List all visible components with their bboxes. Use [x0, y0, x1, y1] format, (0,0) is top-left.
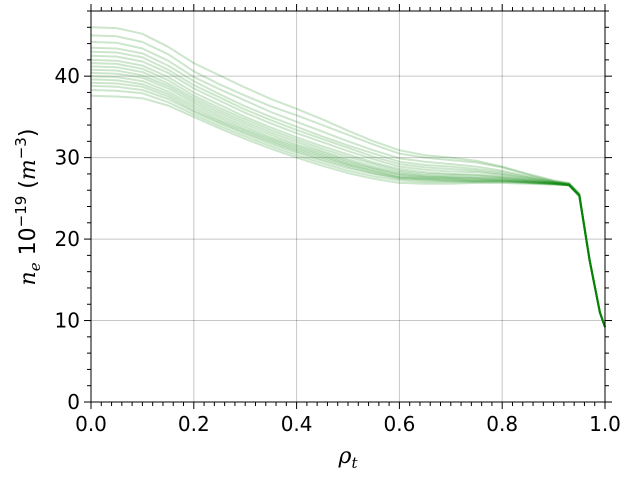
series-line-1 [90, 26, 606, 328]
y-axis-label-unit-open: ( [16, 180, 41, 196]
y-tick-label: 0 [67, 390, 80, 414]
x-tick-label: 0.6 [383, 412, 415, 436]
x-axis-label: ρt [338, 444, 359, 472]
y-tick-label: 30 [55, 146, 80, 170]
series-layer [90, 26, 606, 328]
series-line-13 [90, 78, 606, 328]
series-line-7 [90, 58, 606, 328]
series-line-5 [90, 50, 606, 328]
y-axis-label-multiplier: 10 [16, 227, 41, 262]
series-line-9 [90, 65, 606, 328]
x-tick-label: 1.0 [589, 412, 621, 436]
x-axis-label-symbol: ρ [338, 444, 352, 469]
y-tick-label: 10 [55, 309, 80, 333]
series-line-10 [90, 68, 606, 328]
x-tick-label: 0.8 [486, 412, 518, 436]
x-tick-label: 0.4 [281, 412, 313, 436]
series-line-4 [90, 46, 606, 328]
series-line-11 [90, 71, 606, 328]
series-line-16 [90, 89, 606, 328]
series-line-6 [90, 54, 606, 328]
y-axis-label-subscript: e [26, 262, 44, 271]
y-axis-label-exponent: −19 [12, 196, 30, 228]
series-line-15 [90, 84, 606, 328]
y-axis-label-unit-exponent: −3 [12, 137, 30, 159]
series-line-12 [90, 75, 606, 328]
grid [91, 11, 605, 402]
y-axis-label-unit: m [16, 159, 41, 180]
y-tick-label: 20 [55, 227, 80, 251]
series-line-14 [90, 81, 606, 328]
series-line-3 [90, 41, 606, 328]
x-tick-label: 0.2 [178, 412, 210, 436]
series-line-17 [90, 94, 606, 328]
series-line-8 [90, 62, 606, 328]
x-tick-label: 0.0 [75, 412, 107, 436]
x-axis-label-subscript: t [351, 454, 358, 472]
series-line-2 [90, 34, 606, 328]
y-axis-label-symbol: n [16, 271, 41, 285]
y-tick-label: 40 [55, 64, 80, 88]
ticks [84, 4, 612, 409]
tick-labels: 0.0 0.2 0.4 0.6 0.8 1.0 0 10 20 30 40 [55, 64, 621, 436]
y-axis-label: ne 10−19 (m−3) [12, 129, 44, 286]
y-axis-label-unit-close: ) [16, 129, 41, 138]
